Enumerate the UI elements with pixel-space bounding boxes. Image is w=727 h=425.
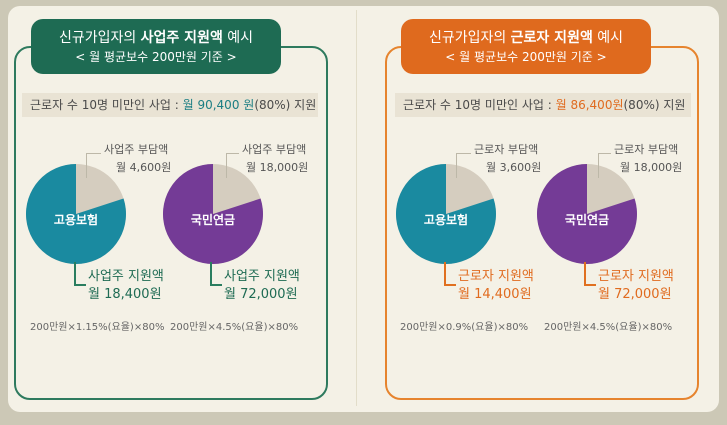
- burden-title: 근로자 부담액: [474, 143, 539, 156]
- center-divider: [356, 10, 357, 406]
- support-amount: 월 14,400원: [458, 287, 532, 302]
- burden-title: 근로자 부담액: [614, 143, 679, 156]
- employer-header: 신규가입자의 사업주 지원액 예시 < 월 평균보수 200만원 기준 >: [31, 19, 281, 74]
- pie-label: 고용보험: [423, 213, 469, 227]
- support-title: 근로자 지원액: [598, 269, 674, 284]
- formula: 200만원×0.9%(요율)×80%: [400, 322, 529, 333]
- burden-leader-line: [226, 153, 239, 178]
- support-amount: 월 72,000원: [224, 287, 298, 302]
- burden-amount: 월 3,600원: [486, 161, 542, 174]
- support-title: 사업주 지원액: [88, 269, 164, 284]
- worker-national-pension-pie: 국민연금: [537, 164, 637, 264]
- burden-leader-line: [86, 153, 101, 178]
- support-leader-line: [210, 262, 222, 286]
- burden-amount: 월 4,600원: [116, 161, 172, 174]
- support-amount: 월 72,000원: [598, 287, 672, 302]
- worker-support-band: 근로자 수 10명 미만인 사업 : 월 86,400원(80%) 지원: [395, 93, 691, 117]
- formula: 200만원×1.15%(요율)×80%: [30, 322, 165, 333]
- support-amount: 월 18,400원: [88, 287, 162, 302]
- formula: 200만원×4.5%(요율)×80%: [544, 322, 673, 333]
- worker-title: 신규가입자의 근로자 지원액 예시: [428, 30, 624, 46]
- burden-amount: 월 18,000원: [620, 161, 683, 174]
- support-leader-line: [584, 262, 596, 286]
- employer-support-band: 근로자 수 10명 미만인 사업 : 월 90,400 원(80%) 지원: [22, 93, 318, 117]
- burden-leader-line: [598, 153, 611, 178]
- employer-national-pension-pie: 국민연금: [163, 164, 263, 264]
- support-slice: [26, 164, 126, 264]
- burden-title: 사업주 부담액: [242, 143, 307, 156]
- formula: 200만원×4.5%(요율)×80%: [170, 322, 299, 333]
- burden-title: 사업주 부담액: [104, 143, 169, 156]
- support-slice: [163, 164, 263, 264]
- support-leader-line: [74, 262, 86, 286]
- support-slice: [396, 164, 496, 264]
- support-title: 사업주 지원액: [224, 269, 300, 284]
- burden-amount: 월 18,000원: [246, 161, 309, 174]
- support-slice: [537, 164, 637, 264]
- worker-subtitle: < 월 평균보수 200만원 기준 >: [445, 50, 607, 64]
- employer-employment-insurance-pie: 고용보험: [26, 164, 126, 264]
- employer-title: 신규가입자의 사업주 지원액 예시: [58, 30, 254, 46]
- pie-label: 국민연금: [564, 213, 610, 227]
- pie-label: 고용보험: [53, 213, 99, 227]
- pie-label: 국민연금: [190, 213, 236, 227]
- employer-subtitle: < 월 평균보수 200만원 기준 >: [75, 50, 237, 64]
- worker-header: 신규가입자의 근로자 지원액 예시 < 월 평균보수 200만원 기준 >: [401, 19, 651, 74]
- worker-employment-insurance-pie: 고용보험: [396, 164, 496, 264]
- support-leader-line: [444, 262, 456, 286]
- burden-leader-line: [456, 153, 471, 178]
- support-title: 근로자 지원액: [458, 269, 534, 284]
